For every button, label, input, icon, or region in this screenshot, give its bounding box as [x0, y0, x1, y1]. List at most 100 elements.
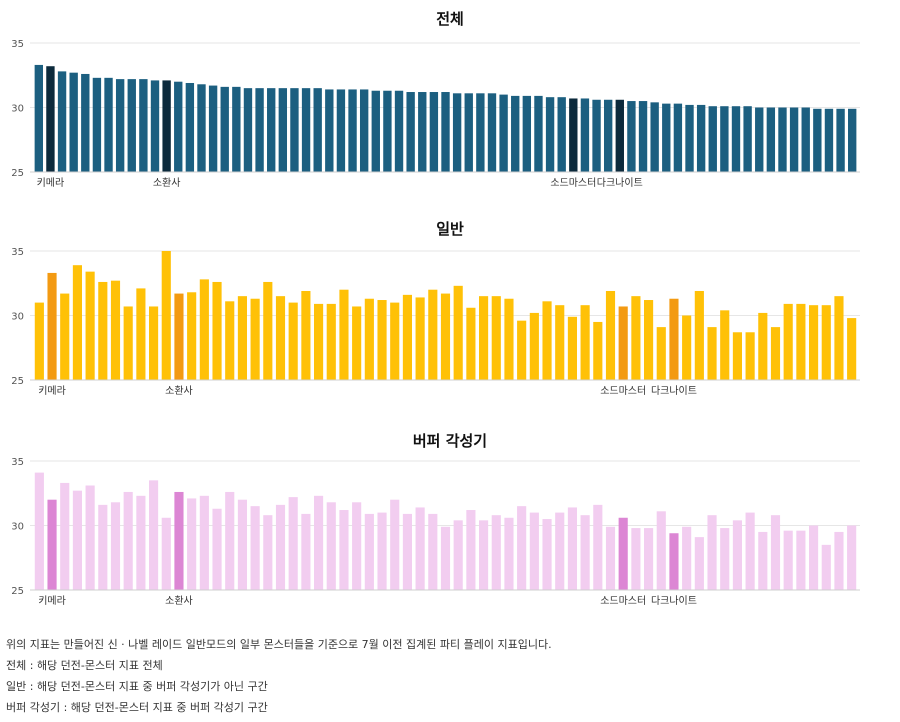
bar	[732, 520, 742, 590]
bar	[174, 81, 183, 172]
bar	[110, 502, 121, 590]
bar	[707, 515, 717, 590]
bar	[650, 102, 659, 172]
bar	[394, 90, 404, 172]
bar	[267, 88, 276, 172]
bar	[682, 315, 692, 380]
x-tick-label: 다크나이트	[597, 177, 643, 189]
bar	[517, 506, 527, 590]
bar	[673, 103, 683, 172]
chart-panel-3: 버퍼 각성기 25 30 35 키메라 소환사 소드마스터 다크나이트	[11, 432, 860, 607]
bar	[731, 106, 741, 172]
bar	[150, 80, 160, 172]
bar	[301, 88, 311, 172]
bar	[707, 327, 717, 380]
x-tick-label: 소드마스터	[600, 595, 646, 607]
note-total: 전체 : 해당 던전-몬스터 지표 전체	[6, 659, 163, 672]
bar	[631, 296, 641, 380]
bar	[314, 303, 324, 380]
bar	[567, 507, 577, 590]
bar	[466, 510, 476, 590]
bar	[669, 298, 679, 380]
y-tick-label: 25	[11, 168, 24, 179]
bar	[136, 495, 146, 590]
bar	[708, 106, 717, 172]
bar	[339, 510, 349, 590]
bar	[441, 92, 450, 172]
bar	[529, 312, 539, 380]
bar	[290, 88, 299, 172]
bar	[848, 108, 857, 172]
bar	[487, 93, 497, 172]
bar	[326, 502, 336, 590]
bar	[263, 515, 273, 590]
chart-panel-1: 전체 25 30 35 키메라 소환사 소드마스터 다크나이트	[11, 10, 860, 189]
bar	[696, 104, 706, 172]
bar	[57, 71, 67, 172]
bar	[618, 306, 628, 380]
chart-title: 일반	[436, 220, 464, 238]
bar	[339, 289, 349, 380]
bar	[225, 491, 235, 590]
bar	[766, 107, 776, 172]
bar	[402, 513, 412, 590]
bar	[85, 485, 95, 590]
bar	[542, 519, 552, 590]
bar	[504, 517, 514, 590]
bar	[371, 90, 380, 172]
bar	[605, 290, 616, 380]
bar	[555, 512, 565, 590]
bar	[123, 491, 133, 590]
bar	[593, 321, 603, 380]
bar	[542, 301, 552, 380]
bar	[288, 302, 298, 380]
bar	[348, 89, 357, 172]
bar	[745, 332, 755, 380]
bar	[98, 281, 108, 380]
bar	[809, 525, 819, 590]
y-tick-label: 25	[11, 586, 24, 597]
bar	[336, 89, 346, 172]
bar	[847, 318, 857, 380]
bar	[174, 293, 184, 380]
bar	[491, 296, 501, 380]
bar	[464, 93, 473, 172]
y-tick-label: 35	[11, 247, 24, 258]
bar	[824, 108, 834, 172]
notes: 위의 지표는 만들어진 신 · 나벨 레이드 일반모드의 일부 몬스터들을 기준…	[6, 638, 552, 722]
bar	[452, 93, 462, 172]
bar	[47, 499, 57, 590]
bar	[836, 108, 845, 172]
bar	[847, 525, 857, 590]
bar	[783, 530, 793, 590]
bar	[352, 306, 362, 380]
bar	[499, 94, 508, 172]
bar	[476, 93, 485, 172]
note-buffer: 버퍼 각성기 : 해당 던전-몬스터 지표 중 버퍼 각성기 구간	[6, 701, 268, 714]
bar	[778, 107, 787, 172]
note-normal: 일반 : 해당 던전-몬스터 지표 중 버퍼 각성기가 아닌 구간	[6, 680, 268, 693]
y-tick-label: 30	[11, 104, 24, 115]
bar	[47, 272, 57, 380]
x-tick-label: 소환사	[165, 385, 193, 397]
bar	[220, 86, 229, 172]
y-tick-label: 35	[11, 39, 24, 50]
bar	[758, 531, 768, 590]
bar	[511, 95, 520, 172]
bar	[72, 265, 82, 380]
bar	[60, 482, 70, 590]
y-tick-label: 30	[11, 312, 24, 323]
x-tick-label: 소드마스터	[550, 177, 596, 189]
bar	[428, 289, 438, 380]
bar	[415, 297, 425, 380]
bar	[517, 320, 527, 380]
bar	[314, 495, 324, 590]
bar	[212, 281, 222, 380]
bar	[237, 499, 247, 590]
x-tick-label: 소환사	[153, 177, 181, 189]
bar	[197, 84, 206, 172]
bar	[72, 490, 82, 590]
bar	[110, 280, 121, 380]
bar	[326, 303, 336, 380]
bar	[662, 103, 671, 172]
